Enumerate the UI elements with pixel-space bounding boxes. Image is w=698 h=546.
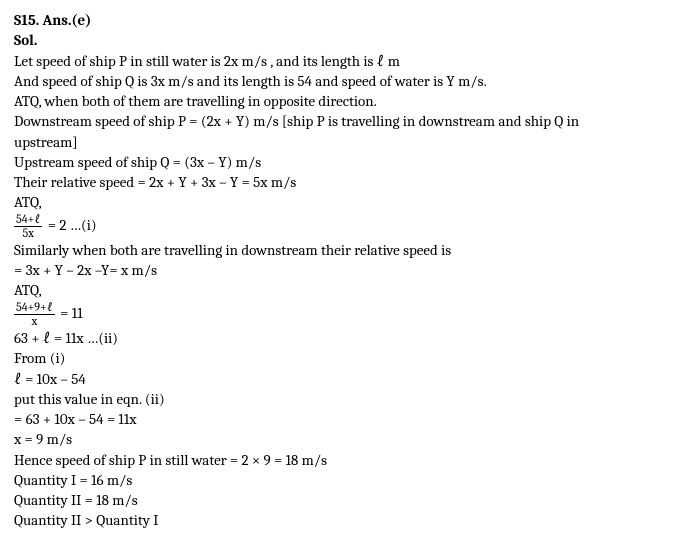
solution-line: Quantity II = 18 m/s (14, 490, 684, 510)
equation-text: = 2 …(i) (44, 216, 96, 234)
fraction: 54+9+ℓ x (14, 301, 55, 328)
equation-line: 54+9+ℓ x = 11 (14, 301, 684, 328)
solution-line: ATQ, when both of them are travelling in… (14, 91, 684, 111)
solution-line: And speed of ship Q is 3x m/s and its le… (14, 71, 684, 91)
solution-line: From (i) (14, 348, 684, 368)
solution-line: Downstream speed of ship P = (2x + Y) m/… (14, 111, 684, 131)
fraction-numerator: 54+ℓ (14, 213, 42, 227)
fraction-denominator: x (14, 315, 55, 328)
equation-text: = 11 (57, 304, 83, 322)
solution-line: = 63 + 10x – 54 = 11x (14, 409, 684, 429)
solution-line: Quantity I = 16 m/s (14, 470, 684, 490)
solution-line: Similarly when both are travelling in do… (14, 240, 684, 260)
solution-line: = 3x + Y – 2x –Y= x m/s (14, 260, 684, 280)
solution-line: Hence speed of ship P in still water = 2… (14, 450, 684, 470)
solution-line: Quantity II > Quantity I (14, 510, 684, 530)
solution-line: Upstream speed of ship Q = (3x – Y) m/s (14, 152, 684, 172)
solution-line: 63 + ℓ = 11x …(ii) (14, 328, 684, 348)
solution-line: upstream] (14, 132, 684, 152)
fraction-denominator: 5x (14, 227, 42, 240)
solution-label: Sol. (14, 30, 684, 50)
solution-line: ATQ, (14, 192, 684, 212)
solution-line: put this value in eqn. (ii) (14, 389, 684, 409)
fraction-numerator: 54+9+ℓ (14, 301, 55, 315)
fraction: 54+ℓ 5x (14, 213, 42, 240)
solution-line: ATQ, (14, 280, 684, 300)
solution-line: x = 9 m/s (14, 429, 684, 449)
question-id: S15. Ans.(e) (14, 10, 684, 30)
solution-line: Let speed of ship P in still water is 2x… (14, 51, 684, 71)
solution-line: ℓ = 10x – 54 (14, 369, 684, 389)
solution-line: Their relative speed = 2x + Y + 3x – Y =… (14, 172, 684, 192)
equation-line: 54+ℓ 5x = 2 …(i) (14, 213, 684, 240)
